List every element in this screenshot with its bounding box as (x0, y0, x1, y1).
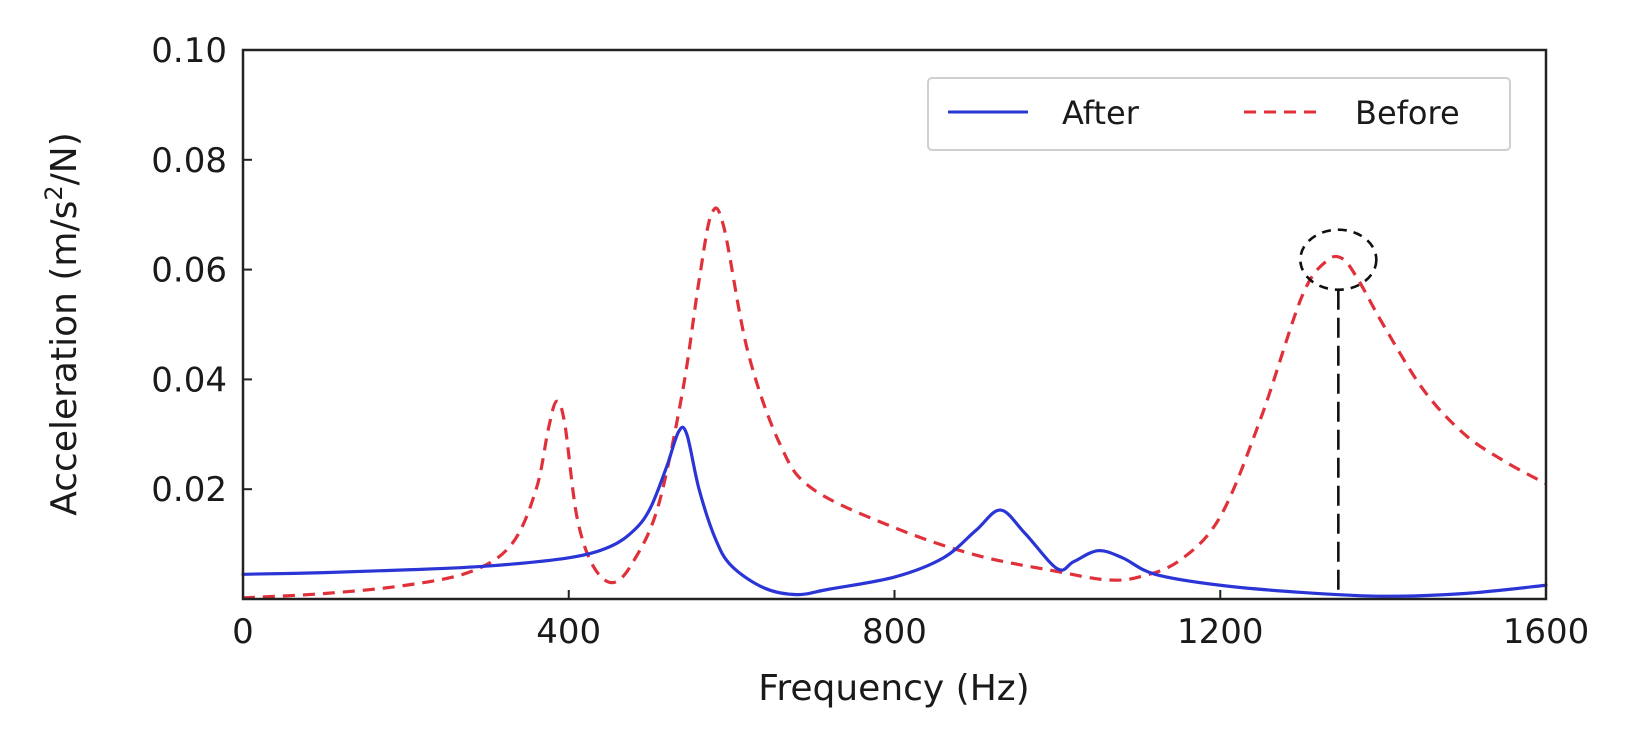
series-line-after (241, 425, 1548, 598)
x-tick-label: 1200 (1177, 612, 1264, 652)
x-tick-label: 1600 (1503, 612, 1590, 652)
y-tick-label: 0.02 (151, 470, 227, 510)
y-tick-label: 0.08 (151, 141, 227, 181)
y-axis-title-tail: /N) (44, 132, 85, 185)
peak-annotation (1299, 228, 1378, 591)
legend-after-label: After (1062, 94, 1140, 132)
legend-box (927, 77, 1511, 151)
series-line-before (242, 206, 1547, 600)
y-axis-title-main: Acceleration (m/s (44, 201, 85, 516)
plot-frame (241, 48, 1548, 601)
y-tick-label: 0.06 (151, 251, 227, 291)
y-tick-label: 0.10 (151, 31, 227, 71)
legend-before-label: Before (1355, 94, 1460, 132)
y-tick-label: 0.04 (151, 360, 227, 400)
legend: After Before (927, 77, 1511, 151)
x-axis-title: Frequency (Hz) (758, 668, 1029, 709)
series-lines (241, 206, 1548, 600)
x-tick-label: 800 (862, 612, 927, 652)
tick-labels: 0 400 800 1200 1600 0.02 0.04 0.06 0.08 0.10 (151, 31, 1589, 652)
y-axis-title: Acceleration (m/s2/N) (40, 132, 85, 516)
x-tick-label: 400 (536, 612, 601, 652)
x-tick-label: 0 (232, 612, 254, 652)
peak-circle (1299, 228, 1378, 292)
y-axis-title-superscript: 2 (40, 185, 68, 200)
